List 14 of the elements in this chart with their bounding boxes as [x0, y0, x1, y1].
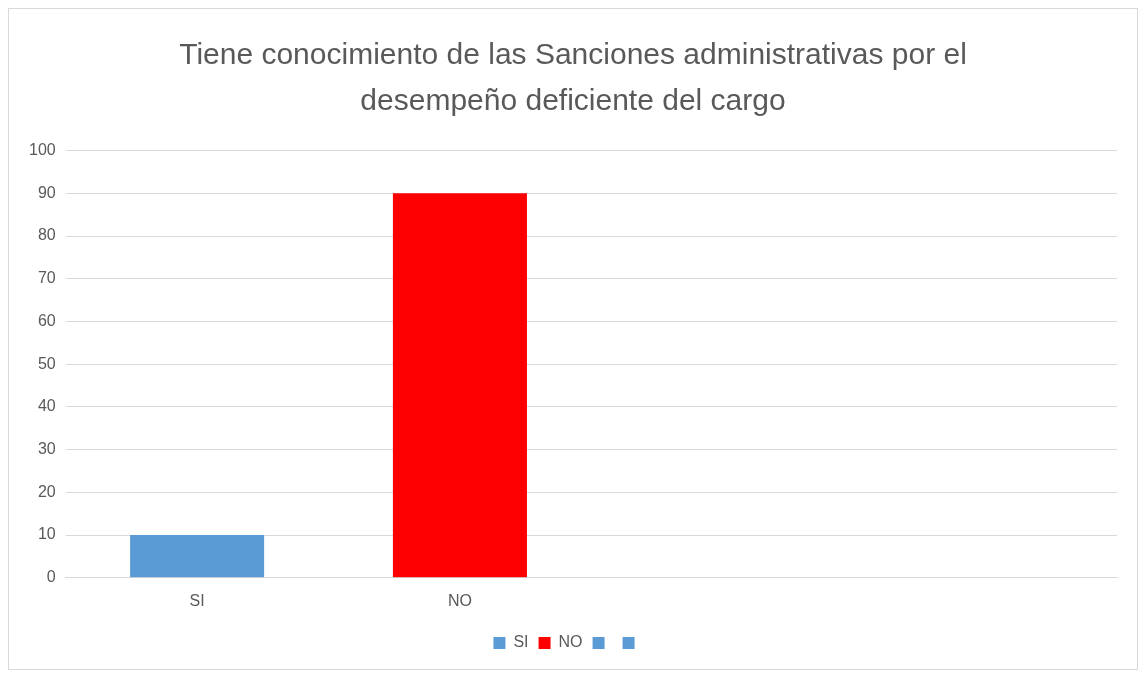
legend-label: NO [558, 633, 583, 651]
y-tick-label: 0 [46, 568, 56, 586]
y-tick-label: 70 [37, 269, 56, 287]
y-tick-label: 90 [37, 183, 56, 201]
y-tick-label: 30 [37, 440, 56, 458]
chart-title: Tiene conocimiento de las Sanciones administrativas por el desempeño deficiente del cargo [178, 36, 968, 118]
y-tick-label: 10 [37, 525, 56, 543]
y-tick-label: 20 [37, 482, 56, 500]
y-tick-label: 80 [37, 226, 56, 244]
y-tick-label: 40 [37, 397, 56, 415]
y-tick-label: 100 [28, 141, 56, 159]
y-tick-label: 50 [37, 354, 56, 372]
legend-label: SI [513, 633, 529, 651]
y-tick-label: 60 [37, 311, 56, 329]
